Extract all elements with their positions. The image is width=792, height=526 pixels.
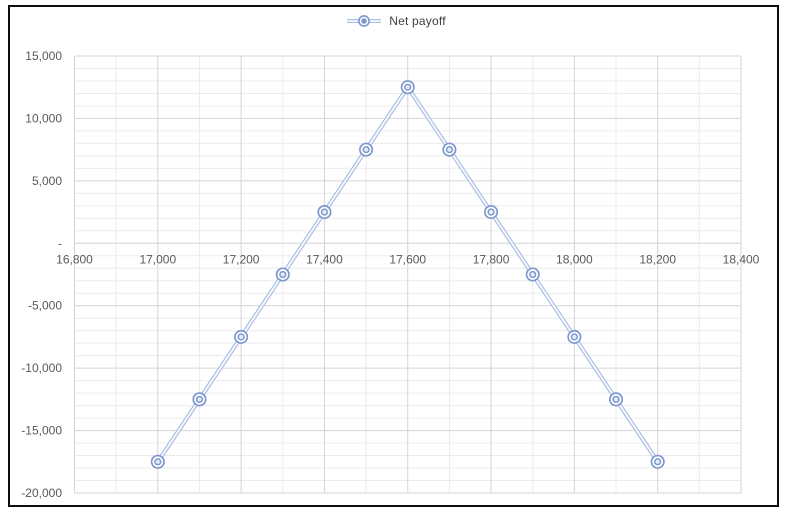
y-axis-tick-label: -15,000 <box>21 424 62 438</box>
data-point-marker-inner <box>237 333 245 341</box>
data-point-marker-inner <box>279 270 287 279</box>
x-axis-tick-label: 17,000 <box>139 253 176 267</box>
x-axis-tick-label: 17,400 <box>306 253 343 267</box>
y-axis-tick-label: 10,000 <box>25 111 62 125</box>
x-axis-tick-label: 17,800 <box>473 253 510 267</box>
y-axis-tick-label: 5,000 <box>32 174 62 188</box>
y-axis-tick-label: 15,000 <box>25 49 62 63</box>
x-axis-tick-label: 18,000 <box>556 253 593 267</box>
y-axis-tick-label: -5,000 <box>28 299 62 313</box>
y-axis-tick-label: -20,000 <box>21 486 62 500</box>
data-point-marker-inner <box>154 458 162 466</box>
data-point-marker-inner <box>570 333 579 341</box>
x-axis-tick-label: 18,200 <box>639 253 676 267</box>
legend-label: Net payoff <box>389 14 446 28</box>
data-point-marker-inner <box>320 208 329 216</box>
x-axis-tick-label: 18,400 <box>723 253 760 267</box>
data-point-marker-inner <box>487 208 495 216</box>
x-axis-tick-label: 17,200 <box>223 253 260 267</box>
y-axis-tick-label: -10,000 <box>21 361 62 375</box>
data-point-marker-inner <box>445 145 454 154</box>
data-point-marker-inner <box>529 270 537 279</box>
y-axis-tick-label: - <box>58 236 62 250</box>
data-point-marker-inner <box>362 145 370 154</box>
data-point-marker-inner <box>195 395 204 404</box>
x-axis-tick-label: 17,600 <box>389 253 426 267</box>
legend-series-marker-icon <box>347 15 382 27</box>
data-point-marker-inner <box>612 395 620 404</box>
legend[interactable]: Net payoff <box>0 11 792 31</box>
data-point-marker-inner <box>654 458 662 466</box>
data-point-marker-inner <box>404 83 412 91</box>
x-axis-tick-label: 16,800 <box>56 253 93 267</box>
